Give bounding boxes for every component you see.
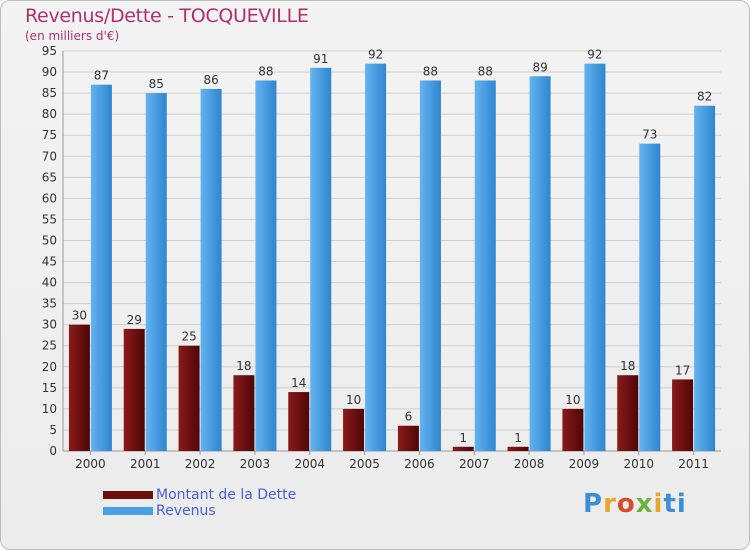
data-label-revenus: 82 — [697, 90, 712, 104]
x-tick-label: 2001 — [130, 457, 161, 471]
data-label-dette: 29 — [127, 313, 142, 327]
data-label-dette: 1 — [459, 431, 467, 445]
data-label-dette: 10 — [346, 393, 361, 407]
bar-revenus — [529, 76, 551, 452]
chart-title: Revenus/Dette - TOCQUEVILLE — [25, 5, 309, 27]
data-label-revenus: 88 — [478, 64, 493, 78]
data-label-dette: 18 — [620, 359, 635, 373]
x-tick-label: 2006 — [404, 457, 435, 471]
y-tick-label: 20 — [42, 360, 57, 374]
data-label-revenus: 85 — [149, 77, 164, 91]
data-label-revenus: 89 — [532, 60, 547, 74]
y-tick-label: 10 — [42, 402, 57, 416]
y-tick-label: 60 — [42, 191, 57, 205]
y-tick-label: 70 — [42, 149, 57, 163]
bar-revenus — [310, 67, 332, 451]
y-tick-label: 40 — [42, 276, 57, 290]
y-tick-label: 15 — [42, 381, 57, 395]
y-tick-label: 65 — [42, 170, 57, 184]
y-tick-label: 45 — [42, 255, 57, 269]
data-label-revenus: 88 — [258, 64, 273, 78]
x-tick-label: 2002 — [185, 457, 216, 471]
data-label-dette: 25 — [181, 330, 196, 344]
bar-dette — [617, 375, 639, 451]
bar-revenus — [255, 80, 277, 451]
bar-dette — [397, 425, 419, 451]
bar-dette — [452, 446, 474, 451]
x-tick-label: 2007 — [459, 457, 490, 471]
data-label-dette: 17 — [675, 363, 690, 377]
bar-dette — [343, 408, 365, 451]
y-tick-label: 5 — [49, 423, 57, 437]
bar-dette — [672, 379, 694, 451]
y-tick-label: 95 — [42, 44, 57, 58]
legend-swatch-dette — [103, 491, 153, 499]
bar-revenus — [694, 105, 716, 451]
bar-revenus — [200, 88, 222, 451]
x-tick-label: 2010 — [623, 457, 654, 471]
data-label-revenus: 73 — [642, 128, 657, 142]
x-tick-label: 2005 — [349, 457, 380, 471]
data-label-revenus: 92 — [587, 48, 602, 62]
data-label-dette: 6 — [405, 410, 413, 424]
data-label-dette: 10 — [565, 393, 580, 407]
bar-dette — [233, 375, 255, 451]
bar-revenus — [90, 84, 112, 452]
bar-dette — [562, 408, 584, 451]
legend-label-dette: Montant de la Dette — [156, 487, 297, 503]
x-tick-label: 2003 — [240, 457, 271, 471]
x-tick-label: 2000 — [75, 457, 106, 471]
data-label-revenus: 88 — [423, 64, 438, 78]
y-tick-label: 0 — [49, 444, 57, 458]
bar-dette — [507, 446, 529, 451]
data-label-revenus: 92 — [368, 48, 383, 62]
bar-dette — [123, 328, 145, 451]
x-tick-label: 2011 — [678, 457, 709, 471]
y-tick-label: 25 — [42, 339, 57, 353]
x-tick-label: 2008 — [514, 457, 545, 471]
data-label-dette: 14 — [291, 376, 306, 390]
chart-subtitle: (en milliers d'€) — [25, 29, 120, 43]
bar-revenus — [639, 143, 661, 451]
y-tick-label: 30 — [42, 318, 57, 332]
bar-revenus — [145, 93, 167, 452]
data-label-dette: 30 — [72, 309, 87, 323]
legend-label-revenus: Revenus — [156, 503, 216, 519]
x-tick-label: 2004 — [294, 457, 325, 471]
y-tick-label: 35 — [42, 297, 57, 311]
legend-item-dette: Montant de la Dette — [103, 487, 296, 503]
y-tick-label: 55 — [42, 212, 57, 226]
y-tick-label: 80 — [42, 107, 57, 121]
legend: Montant de la Dette Revenus — [103, 487, 296, 519]
data-label-revenus: 86 — [203, 73, 218, 87]
bar-revenus — [365, 63, 387, 451]
y-tick-label: 90 — [42, 65, 57, 79]
data-label-revenus: 91 — [313, 52, 328, 66]
proxiti-logo: Proxiti — [583, 489, 687, 519]
y-tick-label: 85 — [42, 86, 57, 100]
data-label-revenus: 87 — [94, 69, 109, 83]
data-label-dette: 1 — [514, 431, 522, 445]
bar-revenus — [474, 80, 496, 451]
data-label-dette: 18 — [236, 359, 251, 373]
y-tick-label: 50 — [42, 233, 57, 247]
bar-dette — [288, 392, 310, 451]
x-tick-label: 2009 — [569, 457, 600, 471]
bar-revenus — [419, 80, 441, 451]
bar-dette — [178, 345, 200, 451]
bar-dette — [68, 324, 90, 451]
y-tick-label: 75 — [42, 128, 57, 142]
legend-swatch-revenus — [103, 507, 153, 515]
legend-item-revenus: Revenus — [103, 503, 296, 519]
bar-revenus — [584, 63, 606, 451]
